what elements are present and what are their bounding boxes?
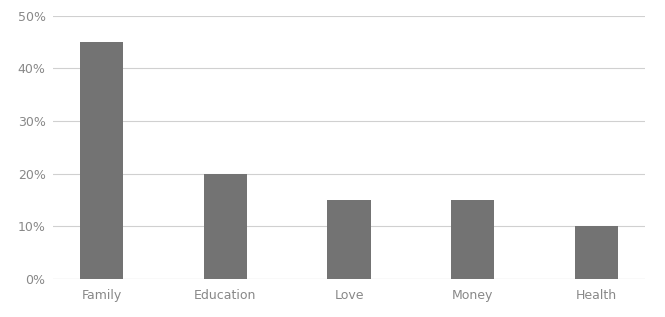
Bar — [451, 200, 495, 279]
Bar — [203, 174, 247, 279]
Bar — [575, 226, 618, 279]
Bar — [327, 200, 371, 279]
Bar — [80, 42, 124, 279]
